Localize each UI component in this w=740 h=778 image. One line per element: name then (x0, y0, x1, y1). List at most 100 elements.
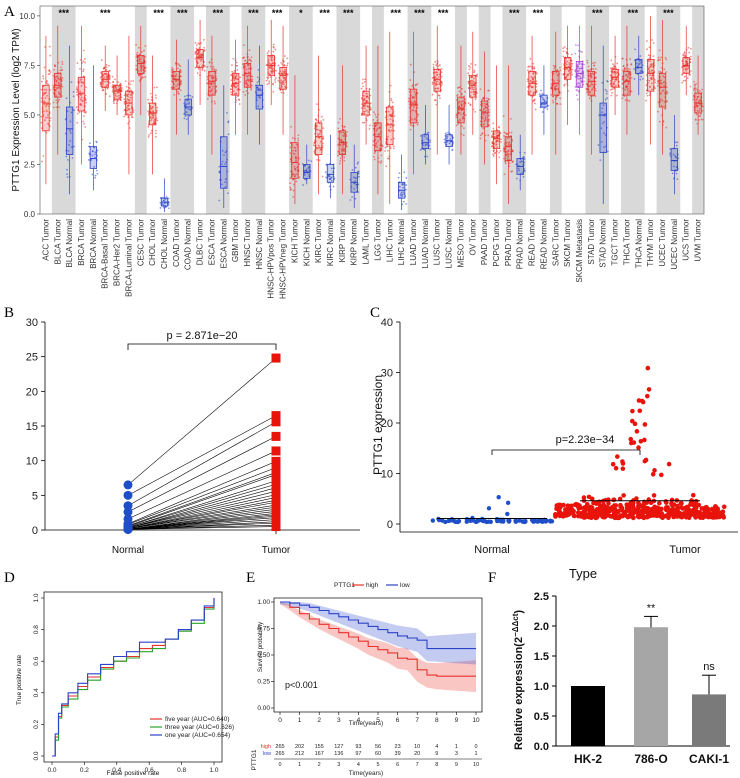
panel-a-point (292, 195, 295, 198)
panel-a-ylabel: PTTG1 Expression Level (log2 TPM) (11, 28, 22, 191)
panel-c-normal-point (486, 506, 492, 511)
panel-a-box (457, 96, 465, 124)
panel-a-frame (39, 5, 705, 215)
panel-a-point (93, 165, 95, 168)
panel-c-tumor-point (603, 497, 609, 503)
panel-a-point (123, 94, 126, 97)
panel-a-point (211, 88, 214, 91)
panel-a-category-label: HNSC Normal (255, 219, 264, 270)
panel-a-point (462, 134, 465, 137)
panel-a-point (535, 91, 538, 93)
panel-a-point (357, 172, 360, 175)
panel-a-point (226, 192, 229, 195)
panel-a-point (43, 110, 45, 113)
panel-a-point (44, 97, 47, 99)
panel-a-boxplot: PTTG1 Expression Level (log2 TPM) 0.0 2.5… (11, 5, 705, 299)
panel-a-significance: *** (319, 8, 330, 18)
panel-a-point (310, 160, 313, 163)
panel-a-point (622, 64, 625, 67)
panel-label-e: E (246, 570, 255, 586)
panel-a-point (151, 107, 153, 110)
panel-a-point (456, 86, 459, 89)
panel-a-point (224, 178, 227, 181)
panel-a-point (223, 163, 226, 165)
panel-a-point (44, 116, 47, 119)
panel-c-tumor-point (636, 445, 641, 450)
panel-a-point (75, 88, 78, 90)
panel-a-point (473, 69, 476, 72)
panel-a-point (384, 150, 386, 152)
panel-a-point (381, 145, 384, 148)
panel-a-point (633, 67, 635, 70)
panel-a-point (149, 119, 152, 122)
panel-a-point (183, 95, 186, 98)
panel-a-point (283, 64, 286, 67)
panel-a-point (43, 92, 46, 94)
panel-a-point (247, 64, 250, 66)
panel-a-point (629, 58, 632, 60)
panel-a-point (94, 156, 97, 159)
panel-c-tumor-point (651, 493, 657, 498)
panel-c-ytick-label: 30 (381, 368, 393, 380)
panel-a-point (232, 57, 235, 60)
panel-a-category-label: PRAD Tumor (504, 219, 513, 266)
panel-a-point (197, 42, 200, 45)
panel-a-box (540, 94, 548, 108)
panel-a-point (200, 58, 202, 61)
panel-a-point (431, 77, 434, 80)
panel-c-normal-point (486, 519, 491, 524)
panel-a-point (203, 64, 206, 67)
panel-a-category-label: UVM Tumor (694, 219, 703, 262)
panel-c-tumor-point (645, 365, 651, 371)
panel-a-significance: *** (533, 8, 544, 18)
panel-b-ytick-label: 10 (26, 456, 38, 468)
panel-a-point (218, 199, 221, 202)
panel-a-point (94, 151, 97, 154)
panel-f-category-label: CAKI-1 (689, 752, 729, 766)
panel-a-significance: *** (343, 8, 354, 18)
panel-a-significance: *** (663, 8, 674, 18)
panel-a-point (503, 173, 506, 176)
panel-a-point (277, 79, 280, 82)
panel-c-tumor-point (648, 508, 653, 514)
panel-a-point (198, 50, 201, 53)
panel-a-box (611, 68, 619, 88)
panel-a-point (440, 68, 443, 70)
panel-a-point (215, 77, 218, 80)
panel-a-point (374, 113, 377, 116)
panel-a-point (233, 79, 236, 82)
panel-a-box (670, 148, 679, 171)
panel-a-point (138, 46, 140, 49)
panel-c-normal-point (430, 518, 436, 523)
panel-a-point (162, 206, 165, 209)
panel-a-point (332, 185, 335, 188)
panel-b-paired: p = 2.871e−20 Normal Tumor 0 5 10 15 20 25 30 (26, 317, 360, 556)
panel-a-point (416, 123, 419, 126)
panel-c-tumor-point (653, 508, 659, 513)
panel-a-point (85, 101, 88, 104)
panel-a-point (194, 57, 197, 60)
panel-d-ytick-label: 0.0 (33, 751, 40, 760)
panel-a-point (54, 75, 57, 78)
panel-a-point (250, 84, 253, 87)
panel-a-point (100, 59, 103, 62)
panel-f-ytick-label: 0.0 (534, 741, 549, 753)
panel-a-box (77, 76, 86, 112)
panel-a-point (315, 118, 317, 121)
panel-a-point (213, 100, 216, 103)
panel-a-point (646, 48, 648, 51)
panel-c-tumor-point (689, 509, 694, 514)
panel-c-tumor-point (627, 504, 633, 509)
panel-a-category-label: LIHC Tumor (385, 219, 394, 262)
panel-a-category-label: ACC Tumor (41, 219, 50, 261)
panel-a-point (272, 82, 274, 85)
panel-a-point (118, 91, 121, 94)
panel-d-xtick-label: 0.0 (47, 767, 56, 774)
panel-a-box (231, 72, 240, 96)
panel-a-point (360, 87, 363, 90)
panel-a-point (658, 120, 661, 123)
panel-a-point (209, 74, 212, 77)
panel-e-risk-cell: 202 (295, 744, 304, 750)
panel-a-point (58, 93, 60, 95)
